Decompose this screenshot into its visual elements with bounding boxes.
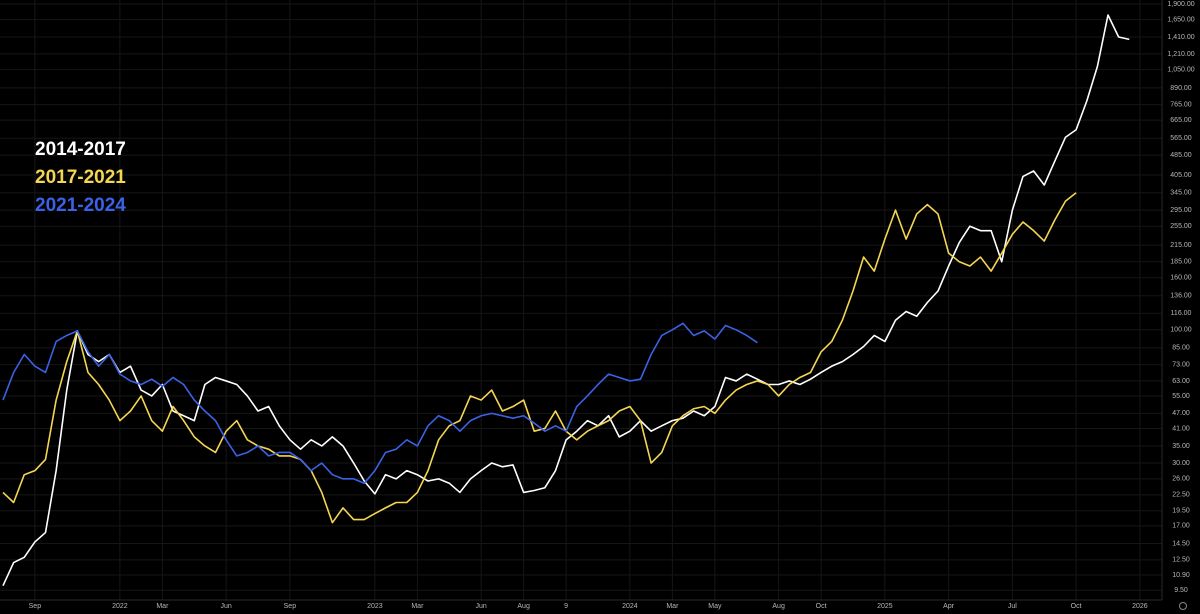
- y-tick-label: 1,050.00: [1167, 66, 1194, 73]
- grid: [0, 0, 1162, 600]
- y-tick-label: 19.50: [1172, 508, 1190, 515]
- series-line: [2, 192, 1077, 524]
- x-tick-label: Mar: [666, 603, 679, 610]
- y-tick-label: 1,650.00: [1167, 16, 1194, 23]
- y-tick-label: 565.00: [1170, 135, 1192, 142]
- y-tick-label: 22.50: [1172, 492, 1190, 499]
- y-tick-label: 215.00: [1170, 242, 1192, 249]
- x-tick-label: Sep: [29, 603, 42, 610]
- x-tick-label: Sep: [284, 603, 297, 610]
- y-tick-label: 1,410.00: [1167, 34, 1194, 41]
- x-tick-label: Jun: [220, 603, 231, 610]
- y-tick-label: 185.00: [1170, 259, 1192, 266]
- x-tick-label: Jun: [475, 603, 486, 610]
- x-tick-label: Oct: [816, 603, 827, 610]
- x-tick-label: Mar: [411, 603, 424, 610]
- y-tick-label: 765.00: [1170, 102, 1192, 109]
- x-tick-label: 2026: [1132, 603, 1148, 610]
- y-tick-label: 12.50: [1172, 557, 1190, 564]
- y-tick-label: 1,900.00: [1167, 1, 1194, 8]
- y-tick-label: 41.00: [1172, 425, 1190, 432]
- y-tick-label: 55.00: [1172, 393, 1190, 400]
- x-tick-label: 2023: [367, 603, 383, 610]
- x-tick-label: Apr: [943, 603, 955, 610]
- y-tick-label: 485.00: [1170, 152, 1192, 159]
- x-tick-label: Mar: [156, 603, 169, 610]
- x-tick-label: 9: [564, 603, 568, 610]
- y-tick-label: 73.00: [1172, 361, 1190, 368]
- legend-label: 2014-2017: [35, 139, 126, 160]
- y-tick-label: 9.50: [1174, 587, 1188, 594]
- legend-label: 2021-2024: [35, 195, 126, 216]
- y-tick-label: 47.00: [1172, 410, 1190, 417]
- y-tick-label: 1,210.00: [1167, 51, 1194, 58]
- y-tick-label: 295.00: [1170, 207, 1192, 214]
- series-line: [2, 322, 758, 484]
- x-tick-label: 2025: [877, 603, 893, 610]
- y-tick-label: 116.00: [1171, 310, 1192, 317]
- y-tick-label: 10.90: [1172, 572, 1190, 579]
- x-tick-label: 2022: [112, 603, 128, 610]
- y-tick-label: 255.00: [1170, 223, 1192, 230]
- x-tick-label: 2024: [622, 603, 638, 610]
- y-tick-label: 136.00: [1170, 293, 1192, 300]
- settings-icon[interactable]: [1179, 602, 1187, 610]
- y-tick-label: 30.00: [1172, 460, 1190, 467]
- y-tick-label: 100.00: [1170, 327, 1192, 334]
- y-tick-label: 63.00: [1172, 378, 1190, 385]
- y-tick-label: 14.50: [1172, 540, 1190, 547]
- y-tick-label: 35.00: [1172, 443, 1190, 450]
- y-tick-label: 160.00: [1170, 275, 1192, 282]
- legend: 2014-2017 2017-2021 2021-2024: [35, 139, 126, 216]
- x-tick-label: Jul: [1008, 603, 1017, 610]
- y-tick-label: 17.00: [1172, 523, 1190, 530]
- y-tick-label: 85.00: [1172, 345, 1190, 352]
- y-tick-label: 26.00: [1172, 476, 1190, 483]
- y-tick-label: 345.00: [1170, 190, 1192, 197]
- legend-label: 2017-2021: [35, 167, 126, 188]
- x-tick-label: Aug: [772, 603, 785, 610]
- series-line: [2, 14, 1130, 587]
- y-tick-label: 665.00: [1170, 117, 1192, 124]
- x-tick-label: Aug: [517, 603, 530, 610]
- x-tick-label: May: [708, 603, 722, 610]
- y-tick-label: 890.00: [1170, 85, 1192, 92]
- plot: [2, 14, 1130, 587]
- x-tick-label: Oct: [1071, 603, 1082, 610]
- y-tick-label: 405.00: [1170, 172, 1192, 179]
